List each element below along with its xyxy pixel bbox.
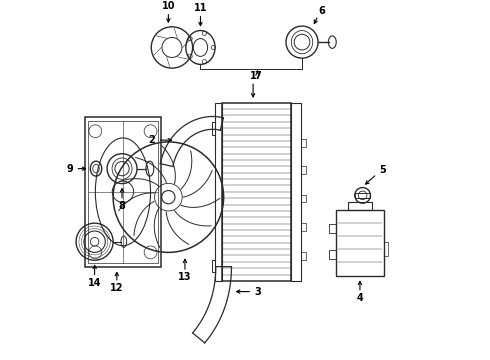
Text: 6: 6	[318, 6, 325, 16]
Bar	[222, 103, 292, 281]
Text: 13: 13	[178, 272, 192, 282]
Bar	[329, 250, 336, 259]
Bar	[384, 242, 388, 256]
Text: 5: 5	[379, 165, 386, 175]
Text: 11: 11	[194, 3, 207, 13]
Bar	[348, 202, 372, 210]
Text: 8: 8	[119, 201, 125, 211]
Bar	[329, 224, 336, 233]
Text: 10: 10	[162, 1, 175, 12]
Bar	[212, 122, 216, 135]
Text: 3: 3	[255, 287, 262, 297]
Bar	[216, 103, 222, 281]
Bar	[292, 103, 301, 281]
Bar	[355, 193, 370, 198]
Text: 12: 12	[110, 283, 123, 293]
Text: 2: 2	[148, 135, 155, 145]
Text: 4: 4	[357, 293, 363, 303]
Text: 7: 7	[254, 71, 261, 81]
Bar	[301, 195, 306, 202]
Bar	[336, 210, 384, 275]
Bar	[301, 252, 306, 260]
Text: 9: 9	[67, 164, 74, 174]
Bar	[301, 166, 306, 174]
Text: 14: 14	[88, 278, 101, 288]
Bar	[88, 121, 158, 263]
Bar	[85, 117, 161, 267]
Bar	[212, 260, 216, 272]
Bar	[301, 139, 306, 147]
Bar	[301, 223, 306, 231]
Text: 1: 1	[250, 71, 256, 81]
